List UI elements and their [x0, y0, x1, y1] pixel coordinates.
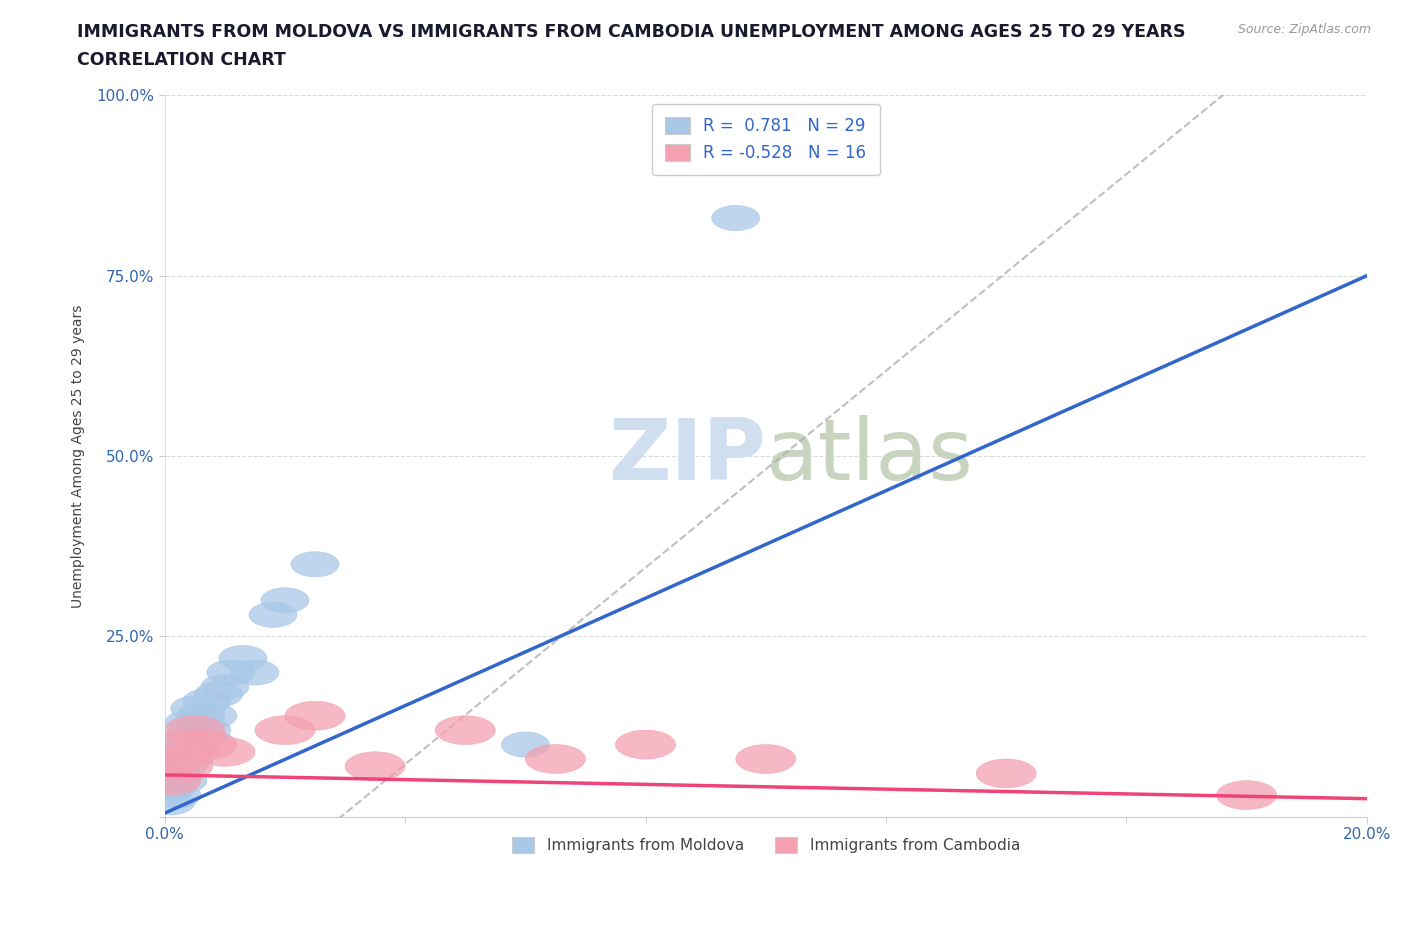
Text: atlas: atlas — [766, 415, 974, 498]
Ellipse shape — [526, 745, 585, 774]
Ellipse shape — [188, 703, 236, 728]
Ellipse shape — [146, 790, 195, 815]
Ellipse shape — [159, 732, 207, 757]
Ellipse shape — [165, 716, 225, 745]
Ellipse shape — [159, 730, 219, 759]
Ellipse shape — [344, 751, 405, 780]
Ellipse shape — [165, 724, 212, 750]
Ellipse shape — [177, 730, 236, 759]
Ellipse shape — [159, 768, 207, 793]
Ellipse shape — [219, 645, 267, 671]
Ellipse shape — [153, 751, 212, 780]
Ellipse shape — [254, 716, 315, 745]
Ellipse shape — [153, 761, 201, 786]
Ellipse shape — [1216, 780, 1277, 809]
Ellipse shape — [170, 696, 219, 721]
Ellipse shape — [183, 689, 231, 714]
Ellipse shape — [170, 718, 219, 743]
Ellipse shape — [153, 747, 201, 772]
Ellipse shape — [183, 718, 231, 743]
Ellipse shape — [231, 659, 278, 685]
Ellipse shape — [207, 659, 254, 685]
Ellipse shape — [153, 782, 201, 807]
Text: CORRELATION CHART: CORRELATION CHART — [77, 51, 287, 69]
Legend: Immigrants from Moldova, Immigrants from Cambodia: Immigrants from Moldova, Immigrants from… — [505, 831, 1026, 859]
Ellipse shape — [249, 602, 297, 628]
Ellipse shape — [735, 745, 796, 774]
Ellipse shape — [159, 753, 207, 778]
Ellipse shape — [502, 732, 550, 757]
Ellipse shape — [616, 730, 676, 759]
Ellipse shape — [976, 759, 1036, 788]
Ellipse shape — [285, 701, 344, 730]
Ellipse shape — [170, 739, 219, 764]
Y-axis label: Unemployment Among Ages 25 to 29 years: Unemployment Among Ages 25 to 29 years — [72, 304, 86, 607]
Ellipse shape — [195, 737, 254, 766]
Ellipse shape — [146, 776, 195, 801]
Ellipse shape — [195, 682, 243, 707]
Ellipse shape — [146, 745, 207, 774]
Ellipse shape — [141, 766, 201, 795]
Text: IMMIGRANTS FROM MOLDOVA VS IMMIGRANTS FROM CAMBODIA UNEMPLOYMENT AMONG AGES 25 T: IMMIGRANTS FROM MOLDOVA VS IMMIGRANTS FR… — [77, 23, 1185, 41]
Ellipse shape — [711, 206, 759, 231]
Ellipse shape — [262, 588, 309, 613]
Ellipse shape — [436, 716, 495, 745]
Ellipse shape — [291, 551, 339, 577]
Ellipse shape — [165, 711, 212, 736]
Ellipse shape — [165, 747, 212, 772]
Ellipse shape — [177, 724, 225, 750]
Text: ZIP: ZIP — [607, 415, 766, 498]
Text: Source: ZipAtlas.com: Source: ZipAtlas.com — [1237, 23, 1371, 36]
Ellipse shape — [177, 703, 225, 728]
Ellipse shape — [201, 674, 249, 699]
